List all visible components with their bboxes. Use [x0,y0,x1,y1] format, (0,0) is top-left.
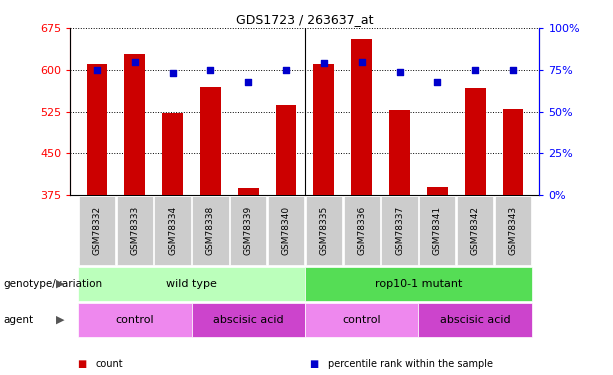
Bar [313,64,334,195]
Point [205,67,215,73]
Text: ■: ■ [77,359,86,369]
Point [130,58,140,64]
Text: GSM78333: GSM78333 [131,206,139,255]
Bar [465,88,485,195]
Point [168,70,178,76]
FancyBboxPatch shape [116,196,153,265]
Point [508,67,518,73]
FancyBboxPatch shape [79,196,115,265]
FancyBboxPatch shape [457,196,493,265]
FancyBboxPatch shape [495,196,531,265]
FancyBboxPatch shape [78,267,305,301]
Text: ▶: ▶ [56,279,64,289]
Text: ■: ■ [310,359,319,369]
Text: GSM78342: GSM78342 [471,206,479,255]
Text: abscisic acid: abscisic acid [440,315,511,325]
FancyBboxPatch shape [268,196,304,265]
Text: GSM78340: GSM78340 [281,206,291,255]
Text: percentile rank within the sample: percentile rank within the sample [328,359,493,369]
Bar [124,54,145,195]
Text: GSM78334: GSM78334 [168,206,177,255]
Title: GDS1723 / 263637_at: GDS1723 / 263637_at [236,13,374,26]
Point [243,78,253,84]
FancyBboxPatch shape [305,303,419,337]
Text: count: count [95,359,123,369]
FancyBboxPatch shape [419,196,455,265]
Bar [503,109,524,195]
Bar [200,87,221,195]
Text: GSM78332: GSM78332 [93,206,102,255]
FancyBboxPatch shape [154,196,191,265]
Point [432,78,442,84]
FancyBboxPatch shape [343,196,380,265]
FancyBboxPatch shape [230,196,267,265]
Text: genotype/variation: genotype/variation [3,279,102,289]
Text: agent: agent [3,315,33,325]
Text: ▶: ▶ [56,315,64,325]
Text: wild type: wild type [166,279,217,289]
FancyBboxPatch shape [419,303,532,337]
Bar [427,187,447,195]
FancyBboxPatch shape [78,303,191,337]
Text: GSM78341: GSM78341 [433,206,442,255]
FancyBboxPatch shape [305,267,532,301]
Bar [351,39,372,195]
Point [281,67,291,73]
Text: GSM78335: GSM78335 [319,206,329,255]
Text: GSM78343: GSM78343 [508,206,517,255]
Text: control: control [115,315,154,325]
Text: rop10-1 mutant: rop10-1 mutant [375,279,462,289]
Text: GSM78338: GSM78338 [206,206,215,255]
Text: GSM78336: GSM78336 [357,206,366,255]
Text: GSM78339: GSM78339 [244,206,253,255]
Bar [276,105,297,195]
Bar [162,113,183,195]
Bar [238,188,259,195]
Point [92,67,102,73]
Point [319,60,329,66]
Bar [389,110,410,195]
Text: control: control [343,315,381,325]
Bar [86,64,107,195]
Point [470,67,480,73]
Point [357,58,367,64]
FancyBboxPatch shape [381,196,417,265]
Text: GSM78337: GSM78337 [395,206,404,255]
FancyBboxPatch shape [192,196,229,265]
FancyBboxPatch shape [191,303,305,337]
FancyBboxPatch shape [306,196,342,265]
Point [395,69,405,75]
Text: abscisic acid: abscisic acid [213,315,284,325]
